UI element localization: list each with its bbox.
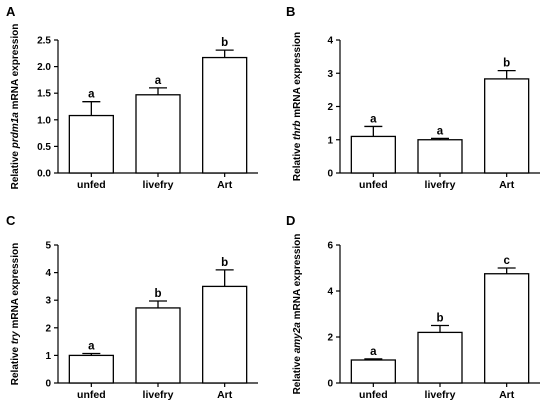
x-tick-label: unfed — [77, 179, 106, 191]
y-axis-label: Relative thrb mRNA expression — [292, 32, 303, 181]
bar-art — [484, 273, 530, 384]
y-axis-label: Relative try mRNA expression — [10, 243, 21, 385]
bar-livefry — [417, 331, 463, 384]
significance-label: b — [436, 313, 443, 325]
bar-unfed — [350, 135, 396, 174]
panel-a: A 0.0 0.5 1.0 1.5 2.0 2.5 Relative prdm1a mRNA … — [6, 4, 258, 191]
significance-label: a — [155, 75, 162, 87]
bar-livefry — [417, 139, 463, 174]
y-tick-label: 6 — [327, 241, 333, 252]
y-tick-label: 4 — [45, 268, 51, 279]
y-axis-label-prefix: Relative — [292, 140, 303, 181]
x-tick-label: unfed — [359, 179, 388, 191]
significance-label: b — [154, 288, 161, 300]
y-tick-label: 0 — [327, 379, 333, 390]
y-axis-label-suffix: mRNA expression — [292, 234, 303, 323]
panel-letter: D — [286, 213, 295, 228]
significance-label: b — [221, 257, 228, 269]
x-tick-label: Art — [499, 389, 515, 401]
significance-label: c — [503, 255, 510, 267]
panel-letter: B — [286, 4, 295, 19]
y-tick-label: 1 — [45, 351, 51, 362]
y-axis-label-gene: try — [10, 331, 21, 344]
y-axis-label-suffix: mRNA expression — [10, 24, 21, 113]
y-axis-label: Relative amy2a mRNA expression — [292, 234, 303, 395]
y-tick-label: 5 — [45, 241, 51, 252]
y-tick-label: 2 — [327, 333, 333, 344]
significance-label: a — [437, 125, 444, 137]
y-tick-label: 2 — [45, 323, 51, 334]
y-axis-label-suffix: mRNA expression — [10, 243, 21, 332]
bar-unfed — [68, 114, 114, 174]
significance-label: a — [88, 340, 95, 352]
y-axis-label-gene: amy2a — [292, 322, 303, 354]
significance-label: a — [88, 89, 95, 101]
y-tick-label: 0.5 — [37, 142, 51, 153]
x-tick-label: Art — [499, 179, 515, 191]
y-tick-label: 0 — [45, 379, 51, 390]
x-tick-label: Art — [217, 389, 233, 401]
significance-label: b — [221, 37, 228, 49]
bar-art — [202, 285, 248, 384]
x-tick-label: livefry — [143, 179, 174, 191]
panel-b: B 0 1 2 3 4 Relative thrb mRNA expression a unfe… — [286, 4, 540, 191]
y-axis-label-prefix: Relative — [10, 344, 21, 385]
y-tick-label: 4 — [327, 36, 333, 47]
bar-livefry — [135, 94, 181, 174]
panel-letter: C — [6, 213, 16, 228]
y-axis-label-prefix: Relative — [10, 148, 21, 189]
x-tick-label: unfed — [77, 389, 106, 401]
x-tick-label: livefry — [425, 179, 456, 191]
y-tick-label: 0 — [327, 169, 333, 180]
y-tick-label: 3 — [45, 296, 51, 307]
bar-art — [484, 78, 530, 174]
panel-d: D 0 2 4 6 Relative amy2a mRNA expression a unfe… — [286, 213, 540, 401]
panel-c: C 0 1 2 3 4 5 Relative try mRNA expression a unfe… — [6, 213, 258, 401]
significance-label: a — [370, 113, 377, 125]
y-tick-label: 3 — [327, 69, 333, 80]
y-tick-label: 1.5 — [37, 89, 51, 100]
bar-unfed — [68, 354, 114, 384]
y-tick-label: 0.0 — [37, 169, 51, 180]
significance-label: b — [503, 58, 510, 70]
y-tick-label: 2.5 — [37, 36, 51, 47]
y-tick-label: 4 — [327, 287, 333, 298]
y-tick-label: 2.0 — [37, 62, 51, 73]
significance-label: a — [370, 346, 377, 358]
bar-unfed — [350, 359, 396, 384]
y-tick-label: 1.0 — [37, 115, 51, 126]
x-tick-label: unfed — [359, 389, 388, 401]
bar-art — [202, 56, 248, 174]
x-tick-label: livefry — [425, 389, 456, 401]
bar-livefry — [135, 307, 181, 384]
y-axis-label-prefix: Relative — [292, 353, 303, 394]
y-axis-label-gene: prdm1a — [10, 112, 21, 150]
y-axis-label-suffix: mRNA expression — [292, 32, 303, 121]
x-tick-label: Art — [217, 179, 233, 191]
x-tick-label: livefry — [143, 389, 174, 401]
y-tick-label: 2 — [327, 102, 333, 113]
y-tick-label: 1 — [327, 135, 333, 146]
y-axis-label: Relative prdm1a mRNA expression — [10, 24, 21, 190]
y-axis-label-gene: thrb — [292, 120, 303, 139]
panel-letter: A — [6, 4, 16, 19]
